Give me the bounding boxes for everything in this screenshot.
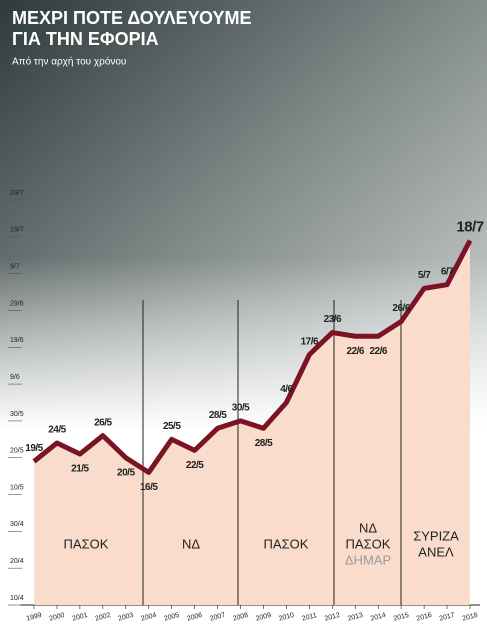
y-tick-label: 19/7 xyxy=(10,227,24,234)
x-tick-label: 2011 xyxy=(301,612,317,623)
value-label: 28/5 xyxy=(209,410,227,421)
value-label: 23/6 xyxy=(324,314,342,325)
y-tick-label: 9/7 xyxy=(10,263,20,270)
period-label: ΔΗΜΑΡ xyxy=(345,552,391,567)
x-tick-label: 2009 xyxy=(255,612,272,623)
y-tick-label: 10/5 xyxy=(10,484,24,491)
x-tick-label: 1999 xyxy=(26,612,43,623)
x-tick-label: 2006 xyxy=(186,612,203,623)
period-label: ΑΝΕΛ xyxy=(418,544,454,559)
value-label: 6/7 xyxy=(441,266,454,277)
y-tick-label: 10/4 xyxy=(10,595,24,602)
x-tick-label: 2001 xyxy=(72,612,89,623)
y-tick-label: 29/6 xyxy=(10,300,24,307)
y-tick-label: 20/4 xyxy=(10,558,24,565)
period-label: ΣΥΡΙΖΑ xyxy=(413,528,459,543)
x-tick-label: 2018 xyxy=(462,612,479,623)
x-tick-label: 2004 xyxy=(140,612,157,623)
period-label: ΝΔ xyxy=(359,520,377,535)
x-tick-label: 2007 xyxy=(209,612,226,623)
x-tick-label: 2012 xyxy=(324,612,341,623)
value-label: 25/5 xyxy=(163,421,181,432)
value-label: 30/5 xyxy=(232,403,250,414)
x-tick-label: 2000 xyxy=(49,612,66,623)
period-label: ΠΑΣΟΚ xyxy=(64,536,109,551)
y-tick-label: 29/7 xyxy=(10,190,24,197)
x-tick-label: 2005 xyxy=(163,612,180,623)
y-tick-label: 30/5 xyxy=(10,411,24,418)
x-tick-label: 2002 xyxy=(95,612,112,623)
x-tick-label: 2003 xyxy=(117,612,134,623)
value-label: 24/5 xyxy=(48,425,66,436)
x-tick-label: 2014 xyxy=(370,612,387,623)
value-label: 17/6 xyxy=(301,336,319,347)
value-label: 22/6 xyxy=(347,346,365,357)
value-label: 28/5 xyxy=(255,438,273,449)
value-label: 18/7 xyxy=(456,218,483,235)
value-label: 21/5 xyxy=(71,464,89,475)
x-tick-label: 2010 xyxy=(278,612,295,623)
value-label: 5/7 xyxy=(418,270,431,281)
x-tick-label: 2017 xyxy=(439,612,456,623)
chart-title: ΜΕΧΡΙ ΠΟΤΕ ΔΟΥΛΕΥΟΥΜΕ xyxy=(12,8,252,28)
period-label: ΠΑΣΟΚ xyxy=(264,536,309,551)
x-tick-label: 2013 xyxy=(347,612,364,623)
x-tick-label: 2015 xyxy=(393,612,410,623)
y-tick-label: 19/6 xyxy=(10,337,24,344)
value-label: 16/5 xyxy=(140,482,158,493)
chart-subtitle: Από την αρχή του χρόνου xyxy=(12,56,126,68)
x-tick-label: 2016 xyxy=(416,612,433,623)
value-label: 22/6 xyxy=(369,346,387,357)
period-label: ΝΔ xyxy=(182,536,200,551)
y-tick-label: 30/4 xyxy=(10,521,24,528)
value-label: 22/5 xyxy=(186,460,204,471)
value-label: 4/6 xyxy=(280,384,293,395)
x-tick-label: 2008 xyxy=(232,612,249,623)
period-label: ΠΑΣΟΚ xyxy=(346,536,391,551)
value-label: 26/6 xyxy=(392,303,410,314)
chart-title: ΓΙΑ ΤΗΝ ΕΦΟΡΙΑ xyxy=(12,29,159,49)
value-label: 19/5 xyxy=(25,443,43,454)
y-tick-label: 9/6 xyxy=(10,374,20,381)
y-tick-label: 20/5 xyxy=(10,448,24,455)
value-label: 20/5 xyxy=(117,467,135,478)
line xyxy=(32,239,473,475)
value-label: 26/5 xyxy=(94,417,112,428)
